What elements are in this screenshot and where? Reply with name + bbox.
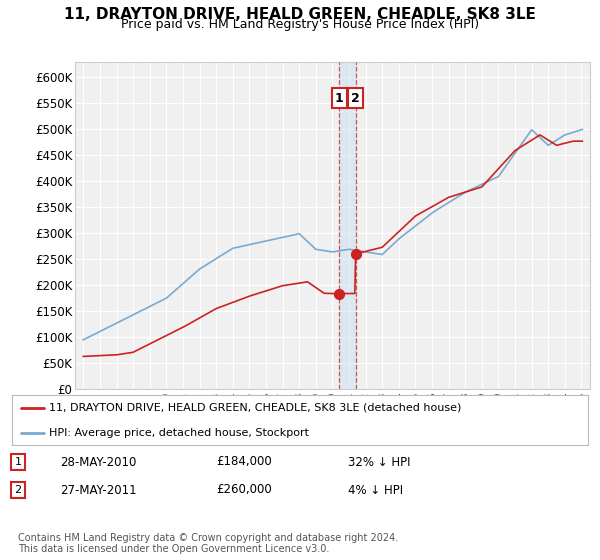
Text: 32% ↓ HPI: 32% ↓ HPI — [348, 455, 410, 469]
Text: 2: 2 — [14, 485, 22, 495]
Text: £260,000: £260,000 — [216, 483, 272, 497]
Text: £184,000: £184,000 — [216, 455, 272, 469]
Bar — [339, 62, 356, 389]
Text: 1: 1 — [14, 457, 22, 467]
Text: 1: 1 — [335, 91, 343, 105]
Text: 2: 2 — [351, 91, 360, 105]
Point — [334, 289, 344, 298]
Text: 4% ↓ HPI: 4% ↓ HPI — [348, 483, 403, 497]
Text: 11, DRAYTON DRIVE, HEALD GREEN, CHEADLE, SK8 3LE: 11, DRAYTON DRIVE, HEALD GREEN, CHEADLE,… — [64, 7, 536, 22]
Text: 11, DRAYTON DRIVE, HEALD GREEN, CHEADLE, SK8 3LE (detached house): 11, DRAYTON DRIVE, HEALD GREEN, CHEADLE,… — [49, 403, 462, 413]
Text: Contains HM Land Registry data © Crown copyright and database right 2024.
This d: Contains HM Land Registry data © Crown c… — [18, 533, 398, 554]
Text: Price paid vs. HM Land Registry's House Price Index (HPI): Price paid vs. HM Land Registry's House … — [121, 18, 479, 31]
Text: 27-MAY-2011: 27-MAY-2011 — [60, 483, 137, 497]
Text: 28-MAY-2010: 28-MAY-2010 — [60, 455, 136, 469]
Point — [351, 250, 361, 259]
Text: HPI: Average price, detached house, Stockport: HPI: Average price, detached house, Stoc… — [49, 427, 310, 437]
